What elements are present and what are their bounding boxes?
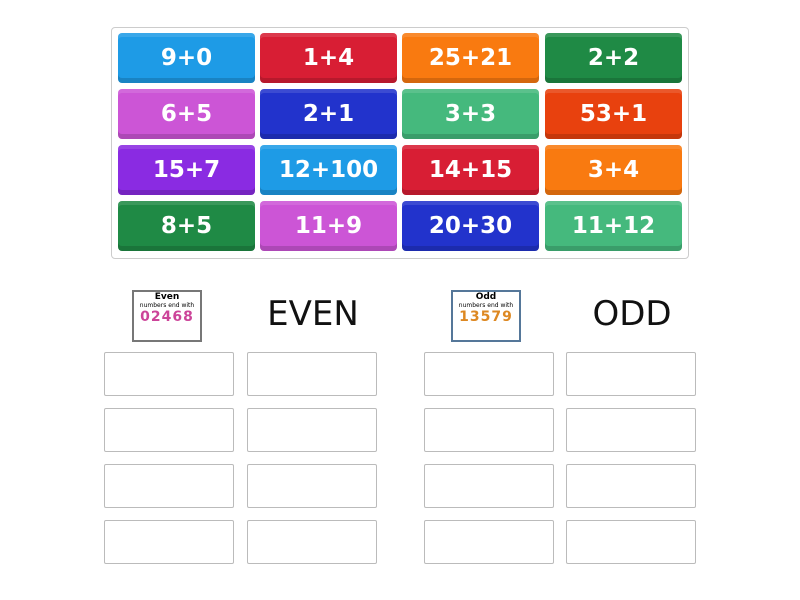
even-drop-slot[interactable] bbox=[247, 520, 377, 564]
even-drop-slot[interactable] bbox=[247, 408, 377, 452]
even-drop-slot[interactable] bbox=[247, 352, 377, 396]
answer-tile[interactable]: 2+1 bbox=[260, 89, 397, 139]
even-image-digits: 02468 bbox=[140, 309, 194, 325]
answer-tile[interactable]: 8+5 bbox=[118, 201, 255, 251]
odd-drop-slot[interactable] bbox=[424, 520, 554, 564]
even-image-heading: Even bbox=[154, 292, 180, 302]
group-title-even: EVEN bbox=[267, 294, 359, 334]
odd-image-digits: 13579 bbox=[459, 309, 513, 325]
answer-tile[interactable]: 2+2 bbox=[545, 33, 682, 83]
odd-drop-slot[interactable] bbox=[566, 352, 696, 396]
even-drop-slot[interactable] bbox=[104, 352, 234, 396]
answer-tile[interactable]: 3+4 bbox=[545, 145, 682, 195]
odd-drop-slot[interactable] bbox=[566, 408, 696, 452]
answer-tile[interactable]: 25+21 bbox=[402, 33, 539, 83]
odd-drop-slot[interactable] bbox=[566, 464, 696, 508]
answer-tile[interactable]: 3+3 bbox=[402, 89, 539, 139]
answer-tile[interactable]: 14+15 bbox=[402, 145, 539, 195]
odd-drop-slot[interactable] bbox=[424, 352, 554, 396]
answer-tile[interactable]: 11+9 bbox=[260, 201, 397, 251]
answer-tile[interactable]: 6+5 bbox=[118, 89, 255, 139]
answer-tile[interactable]: 20+30 bbox=[402, 201, 539, 251]
odd-image-sub: numbers end with bbox=[458, 302, 514, 309]
group-title-odd: ODD bbox=[592, 294, 672, 334]
odd-numbers-image: Odd numbers end with 13579 bbox=[451, 290, 521, 342]
answer-tile[interactable]: 9+0 bbox=[118, 33, 255, 83]
odd-drop-slot[interactable] bbox=[424, 408, 554, 452]
even-numbers-image: Even numbers end with 02468 bbox=[132, 290, 202, 342]
answer-tile[interactable]: 15+7 bbox=[118, 145, 255, 195]
answer-tile[interactable]: 12+100 bbox=[260, 145, 397, 195]
even-drop-slot[interactable] bbox=[247, 464, 377, 508]
even-image-sub: numbers end with bbox=[139, 302, 195, 309]
odd-drop-slot[interactable] bbox=[566, 520, 696, 564]
answer-tile[interactable]: 1+4 bbox=[260, 33, 397, 83]
odd-drop-slot[interactable] bbox=[424, 464, 554, 508]
answer-tile[interactable]: 53+1 bbox=[545, 89, 682, 139]
tile-pool: 9+0 1+4 25+21 2+2 6+5 2+1 3+3 53+1 15+7 12+100 14+… bbox=[111, 27, 689, 259]
even-drop-slot[interactable] bbox=[104, 408, 234, 452]
odd-image-heading: Odd bbox=[475, 292, 497, 302]
even-drop-slot[interactable] bbox=[104, 520, 234, 564]
even-drop-slot[interactable] bbox=[104, 464, 234, 508]
answer-tile[interactable]: 11+12 bbox=[545, 201, 682, 251]
